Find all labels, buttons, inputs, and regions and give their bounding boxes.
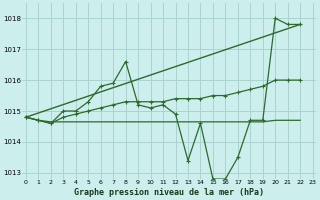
X-axis label: Graphe pression niveau de la mer (hPa): Graphe pression niveau de la mer (hPa) (74, 188, 264, 197)
